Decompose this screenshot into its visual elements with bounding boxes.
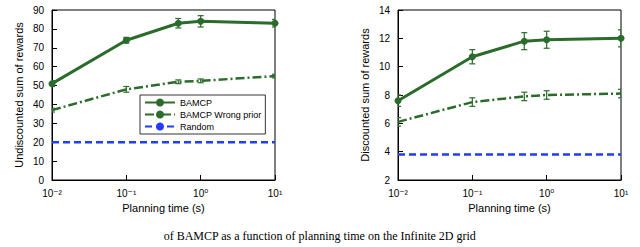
- svg-text:of BAMCP as a function of plan: of BAMCP as a function of planning time …: [164, 229, 476, 243]
- svg-text:10⁻¹: 10⁻¹: [462, 188, 482, 199]
- svg-text:Planning time (s): Planning time (s): [468, 202, 551, 214]
- svg-text:8: 8: [384, 90, 390, 101]
- svg-text:Random: Random: [180, 122, 214, 132]
- svg-text:4: 4: [384, 146, 390, 157]
- svg-text:90: 90: [33, 5, 45, 16]
- svg-text:14: 14: [379, 5, 391, 16]
- svg-text:BAMCP: BAMCP: [180, 98, 212, 108]
- svg-text:2: 2: [384, 175, 390, 186]
- svg-text:10: 10: [33, 156, 45, 167]
- svg-text:10⁻²: 10⁻²: [388, 188, 408, 199]
- svg-text:10⁻¹: 10⁻¹: [116, 188, 136, 199]
- svg-text:BAMCP Wrong prior: BAMCP Wrong prior: [180, 110, 261, 120]
- svg-text:Undiscounted sum of rewards: Undiscounted sum of rewards: [13, 22, 25, 168]
- svg-text:30: 30: [33, 118, 45, 129]
- svg-text:10⁰: 10⁰: [539, 188, 554, 199]
- svg-text:10: 10: [379, 61, 391, 72]
- svg-text:50: 50: [33, 80, 45, 91]
- svg-text:0: 0: [38, 175, 44, 186]
- svg-text:10¹: 10¹: [614, 188, 629, 199]
- svg-text:80: 80: [33, 23, 45, 34]
- svg-text:12: 12: [379, 33, 391, 44]
- svg-text:Discounted sum of rewards: Discounted sum of rewards: [359, 28, 371, 162]
- svg-text:20: 20: [33, 137, 45, 148]
- svg-text:10¹: 10¹: [268, 188, 283, 199]
- svg-text:6: 6: [384, 118, 390, 129]
- svg-text:60: 60: [33, 61, 45, 72]
- svg-text:Planning time (s): Planning time (s): [122, 202, 205, 214]
- svg-text:40: 40: [33, 99, 45, 110]
- svg-text:10⁰: 10⁰: [193, 188, 208, 199]
- svg-text:10⁻²: 10⁻²: [42, 188, 62, 199]
- svg-text:70: 70: [33, 42, 45, 53]
